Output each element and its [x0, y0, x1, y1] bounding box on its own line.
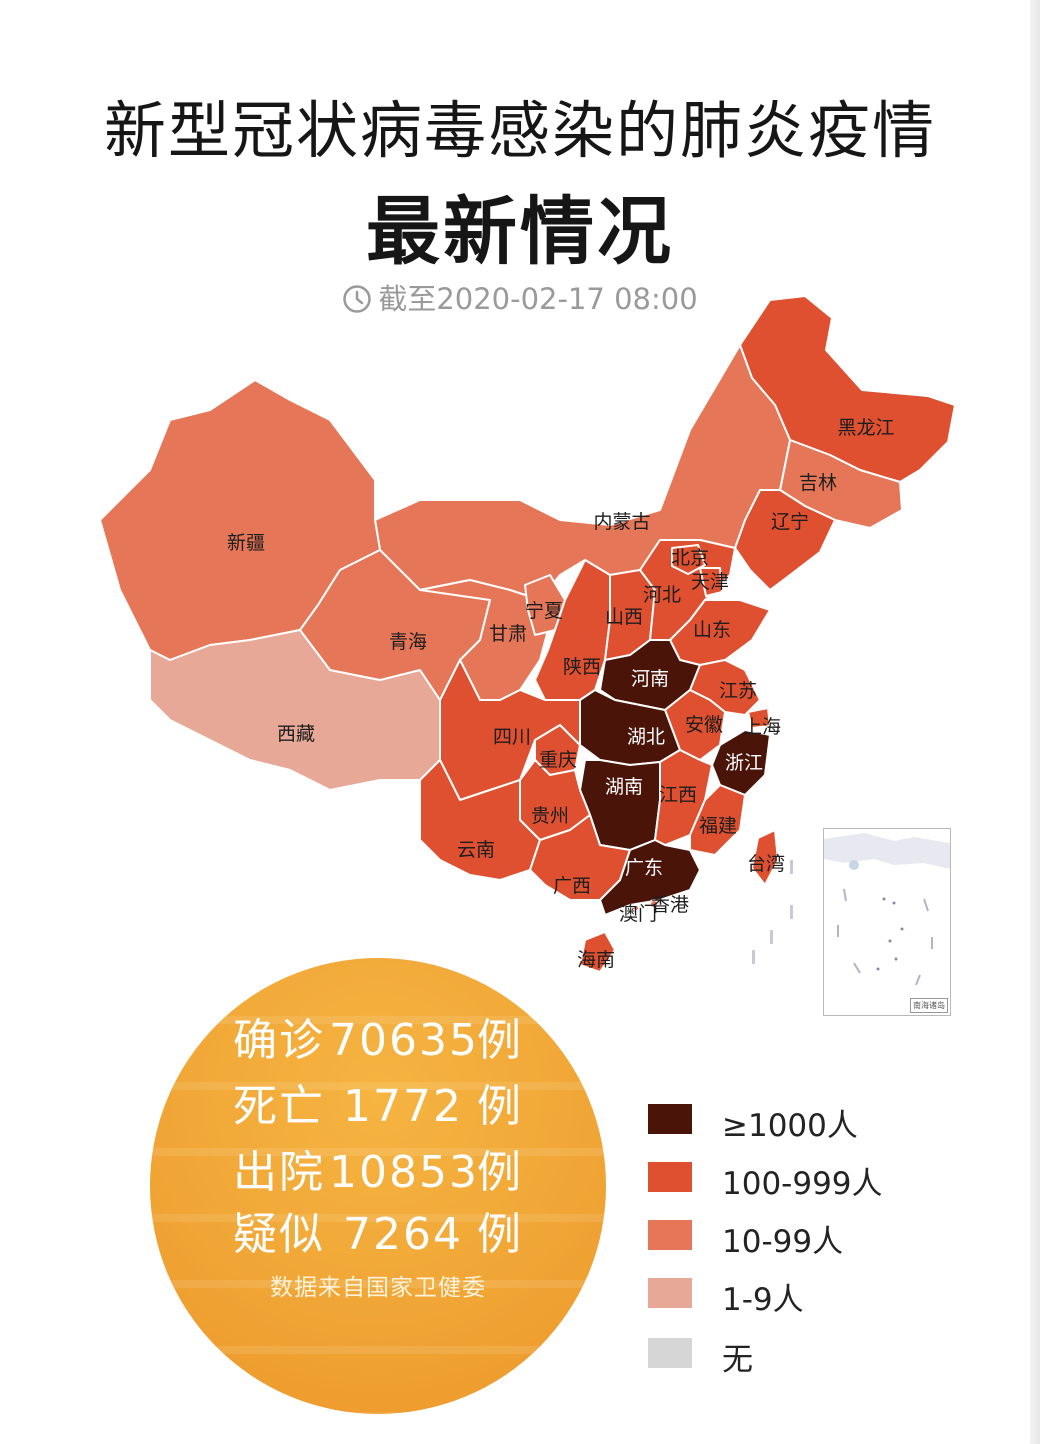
stat-label: 确诊 [233, 1015, 325, 1066]
province-beijing [671, 544, 706, 575]
label-beijing: 北京 [671, 547, 709, 569]
legend-item: 1-9人 [648, 1274, 948, 1318]
label-hunan: 湖南 [605, 776, 643, 798]
province-hainan [579, 931, 616, 973]
stat-unit: 例 [477, 1081, 523, 1132]
label-neimenggu: 内蒙古 [593, 511, 650, 533]
label-fujian: 福建 [699, 815, 737, 837]
label-hainan: 海南 [577, 949, 615, 971]
label-hongkong: 香港 [651, 894, 689, 916]
legend-item: 100-999人 [648, 1158, 948, 1202]
page-edge [1030, 0, 1040, 1444]
label-hubei: 湖北 [627, 726, 665, 748]
label-henan: 河南 [631, 668, 669, 690]
label-shanghai: 上海 [743, 716, 781, 738]
label-anhui: 安徽 [685, 714, 723, 736]
label-hebei: 河北 [643, 584, 681, 606]
page-title: 新型冠状病毒感染的肺炎疫情 [103, 94, 936, 167]
stat-value: 10853 [329, 1147, 479, 1198]
inset-map-graphic [824, 833, 950, 986]
label-shanxi: 山西 [605, 606, 643, 628]
stat-label: 出院 [233, 1147, 325, 1198]
south-china-sea-inset: 南海诸岛 [823, 828, 951, 1016]
label-taiwan: 台湾 [747, 853, 785, 875]
label-xinjiang: 新疆 [227, 532, 265, 554]
label-liaoning: 辽宁 [771, 511, 809, 533]
label-yunnan: 云南 [457, 839, 495, 861]
label-jiangsu: 江苏 [719, 680, 757, 702]
region-macau [632, 904, 640, 912]
region-hongkong [649, 899, 659, 909]
stat-row-suspected: 疑似 7264 例 [150, 1198, 606, 1262]
label-jiangxi: 江西 [659, 784, 697, 806]
legend-item: 10-99人 [648, 1216, 948, 1260]
label-qinghai: 青海 [389, 631, 427, 653]
label-gansu: 甘肃 [489, 623, 527, 645]
label-guangdong: 广东 [625, 857, 663, 879]
clock-icon [343, 285, 372, 313]
label-xizang: 西藏 [277, 723, 315, 745]
stat-unit: 例 [477, 1147, 523, 1198]
legend-item: 无 [648, 1334, 948, 1378]
legend-item: ≥1000人 [648, 1100, 948, 1144]
province-fujian [689, 784, 746, 856]
label-guizhou: 贵州 [531, 805, 569, 827]
label-sichuan: 四川 [493, 726, 531, 748]
province-tianjin [699, 567, 723, 597]
stat-row-deaths: 死亡 1772 例 [150, 1070, 606, 1134]
province-taiwan [751, 829, 779, 886]
stat-label: 死亡 [233, 1081, 325, 1132]
label-jilin: 吉林 [799, 472, 837, 494]
inset-label: 南海诸岛 [910, 998, 948, 1013]
legend-label: 10-99人 [722, 1224, 844, 1260]
legend-label: 1-9人 [722, 1282, 804, 1318]
legend-swatch [648, 1338, 692, 1368]
label-guangxi: 广西 [553, 875, 591, 897]
stat-value: 70635 [329, 1015, 479, 1066]
province-labels: 黑龙江 吉林 辽宁 内蒙古 北京 天津 河北 新疆 宁夏 山西 山东 青海 甘肃… [227, 417, 895, 971]
legend-label: 无 [722, 1342, 753, 1378]
page-subtitle: 最新情况 [366, 189, 674, 275]
stat-row-recovered: 出院10853例 [150, 1136, 606, 1200]
legend-swatch [648, 1220, 692, 1250]
label-zhejiang: 浙江 [725, 752, 763, 774]
label-chongqing: 重庆 [539, 749, 577, 771]
legend-label: ≥1000人 [722, 1108, 858, 1144]
label-ningxia: 宁夏 [525, 600, 563, 622]
province-guangdong [599, 839, 701, 916]
timestamp-text: 截至2020-02-17 08:00 [378, 282, 698, 316]
legend-label: 100-999人 [722, 1166, 883, 1202]
china-map: 黑龙江 吉林 辽宁 内蒙古 北京 天津 河北 新疆 宁夏 山西 山东 青海 甘肃… [99, 295, 956, 973]
label-shaanxi: 陕西 [563, 656, 601, 678]
label-tianjin: 天津 [691, 571, 729, 593]
label-macau: 澳门 [619, 903, 657, 925]
data-source: 数据来自国家卫健委 [270, 1275, 486, 1301]
stat-value: 7264 [343, 1209, 463, 1260]
stat-label: 疑似 [233, 1209, 325, 1260]
stat-row-confirmed: 确诊70635例 [150, 1004, 606, 1068]
stat-unit: 例 [477, 1209, 523, 1260]
timestamp: 截至2020-02-17 08:00 [0, 276, 1040, 318]
stats-circle: 确诊70635例 死亡 1772 例 出院10853例 疑似 7264 例 数据来自国家… [150, 958, 606, 1414]
stat-unit: 例 [477, 1015, 523, 1066]
island-dashes [752, 860, 793, 964]
label-shandong: 山东 [693, 619, 731, 641]
province-shanghai [747, 707, 771, 729]
legend-swatch [648, 1104, 692, 1134]
legend-swatch [648, 1162, 692, 1192]
province-zhejiang [711, 729, 771, 796]
legend-swatch [648, 1278, 692, 1308]
stat-value: 1772 [343, 1081, 463, 1132]
label-heilongjiang: 黑龙江 [837, 417, 894, 439]
